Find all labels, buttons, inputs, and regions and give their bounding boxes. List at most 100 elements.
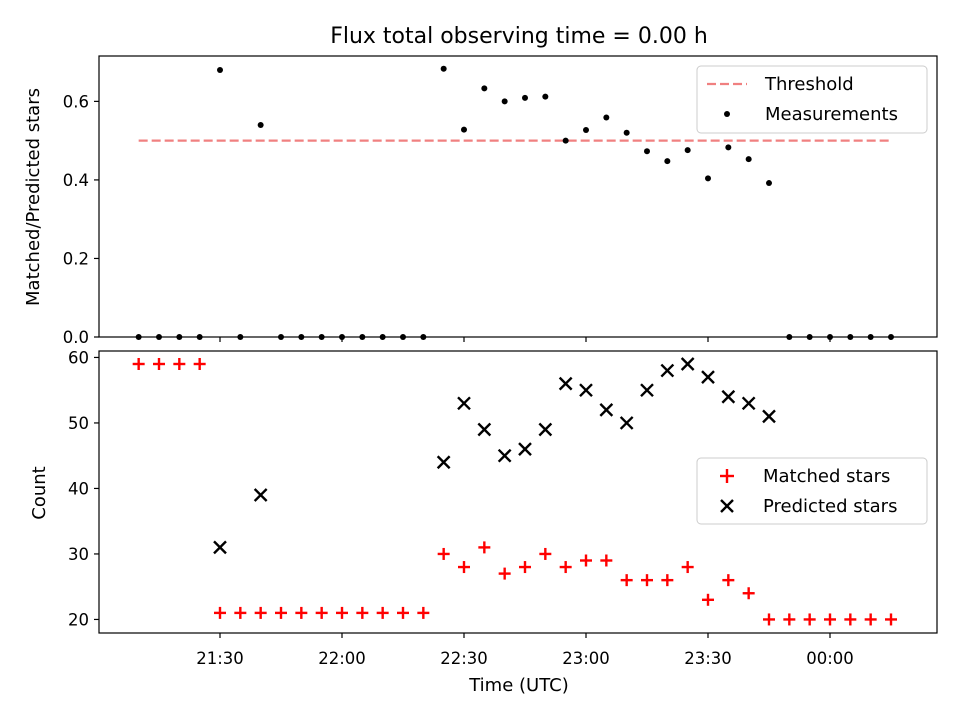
count-x-tick-label: 22:30 xyxy=(440,649,488,668)
measurement-point xyxy=(745,156,752,163)
predicted-star-marker xyxy=(680,357,695,371)
matched-legend-marker xyxy=(720,469,734,483)
measurements-legend-marker xyxy=(724,111,730,117)
ratio-legend-box xyxy=(696,65,928,134)
measurement-point xyxy=(603,114,610,121)
predicted-star-marker xyxy=(538,422,553,437)
ratio-y-axis-label: Matched/Predicted stars xyxy=(23,88,44,306)
count-x-tick-label: 22:00 xyxy=(318,649,366,668)
predicted-star-stroke xyxy=(619,416,634,430)
predicted-star-stroke xyxy=(579,383,593,398)
predicted-star-stroke xyxy=(599,403,614,417)
predicted-legend-marker xyxy=(720,499,734,513)
matched-star-marker xyxy=(864,613,877,626)
predicted-star-marker xyxy=(457,396,471,411)
ratio-plot-frame xyxy=(98,55,938,338)
predicted-star-stroke xyxy=(497,448,512,463)
measurement-point xyxy=(522,94,528,101)
matched-star-marker xyxy=(742,587,755,600)
measurement-point xyxy=(562,137,569,144)
predicted-star-stroke xyxy=(538,422,553,437)
matched-star-marker xyxy=(641,574,653,587)
matched-star-marker xyxy=(397,606,409,619)
threshold-legend-label: Threshold xyxy=(764,74,854,95)
measurements-legend-label: Measurements xyxy=(765,104,898,125)
ratio-legend: Threshold Measurements xyxy=(696,65,928,134)
count-x-tick-label: 00:00 xyxy=(806,649,854,668)
chart-title: Flux total observing time = 0.00 h xyxy=(330,24,708,49)
predicted-star-stroke xyxy=(741,396,756,411)
matched-star-marker xyxy=(580,554,592,567)
matched-star-marker xyxy=(559,561,572,574)
x-axis-label: Time (UTC) xyxy=(468,675,569,696)
matched-star-marker xyxy=(295,606,308,619)
matched-star-marker xyxy=(763,613,775,626)
predicted-stars-series xyxy=(213,357,776,555)
matched-star-marker xyxy=(153,358,165,370)
measurement-point xyxy=(766,180,772,187)
matched-star-marker xyxy=(498,567,511,580)
measurement-point xyxy=(461,126,467,133)
matched-star-marker xyxy=(356,606,369,619)
predicted-star-marker xyxy=(558,376,573,391)
count-plot-frame xyxy=(98,350,938,634)
predicted-star-marker xyxy=(741,396,756,411)
predicted-star-marker xyxy=(640,383,654,398)
matched-star-marker xyxy=(824,613,836,626)
count-legend-box xyxy=(696,457,928,525)
count-y-axis-label: Count xyxy=(29,466,50,519)
ratio-y-tick-label: 0.6 xyxy=(63,92,89,111)
count-x-tick-label: 23:00 xyxy=(562,649,610,668)
predicted-star-marker xyxy=(762,409,776,424)
measurement-point xyxy=(217,66,223,73)
ratio-y-axis: 0.0 0.2 0.4 0.6 xyxy=(63,92,99,347)
matched-legend-label: Matched stars xyxy=(763,466,890,487)
predicted-star-stroke xyxy=(721,389,736,404)
measurement-point xyxy=(501,98,508,105)
matched-star-marker xyxy=(681,561,694,574)
measurement-point xyxy=(542,93,549,100)
ratio-x-ticks xyxy=(219,337,831,342)
matched-stars-series xyxy=(132,358,897,626)
matched-star-marker xyxy=(885,613,897,626)
predicted-star-stroke xyxy=(477,422,492,437)
ratio-y-tick-label: 0.2 xyxy=(63,249,89,268)
predicted-star-marker xyxy=(701,370,715,384)
matched-star-marker xyxy=(437,547,450,560)
measurement-point xyxy=(664,158,671,165)
predicted-star-stroke xyxy=(518,442,532,456)
matched-star-marker xyxy=(661,574,674,587)
predicted-star-stroke xyxy=(762,409,776,424)
predicted-star-stroke xyxy=(213,540,227,555)
predicted-star-marker xyxy=(213,540,227,555)
matched-star-marker xyxy=(132,358,145,370)
matched-star-marker xyxy=(193,358,206,370)
measurement-point xyxy=(440,65,447,72)
measurement-point xyxy=(705,175,711,182)
measurement-point xyxy=(623,129,630,136)
matched-star-marker xyxy=(722,574,735,587)
count-panel: 20 30 40 50 60 21:30 22:00 22:30 23:00 23:30 00:0… xyxy=(29,348,938,696)
matched-star-marker xyxy=(234,606,247,619)
matched-star-marker xyxy=(417,606,430,619)
predicted-star-marker xyxy=(721,389,736,404)
predicted-star-stroke xyxy=(660,363,675,378)
matched-star-marker xyxy=(315,606,328,619)
count-x-tick-label: 23:30 xyxy=(684,649,732,668)
ratio-y-tick-label: 0.0 xyxy=(63,328,89,347)
matched-star-marker xyxy=(702,593,714,606)
matched-star-marker xyxy=(803,613,816,626)
count-legend: Matched stars Predicted stars xyxy=(696,457,928,525)
predicted-star-marker xyxy=(253,488,268,502)
predicted-star-marker xyxy=(599,403,614,417)
predicted-star-marker xyxy=(436,455,451,470)
predicted-star-stroke xyxy=(680,357,695,371)
measurement-point xyxy=(684,147,691,154)
count-x-axis: 21:30 22:00 22:30 23:00 23:30 00:00 xyxy=(196,633,854,668)
matched-star-marker xyxy=(519,561,531,574)
measurement-point xyxy=(725,144,732,151)
measurement-point xyxy=(583,127,589,134)
matched-star-marker xyxy=(458,561,470,574)
matched-star-marker xyxy=(539,547,552,560)
